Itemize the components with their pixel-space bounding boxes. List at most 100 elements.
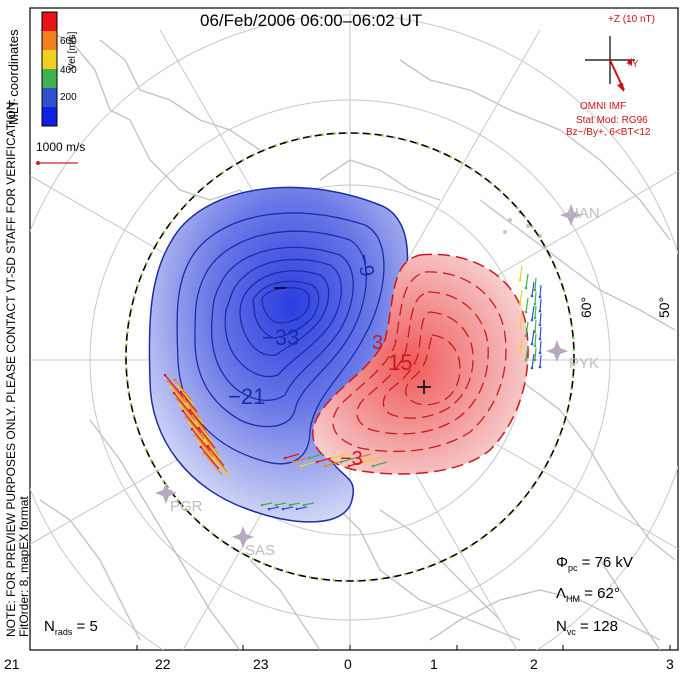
velocity-vector-origin — [331, 456, 335, 460]
velocity-vector — [198, 427, 216, 449]
velocity-vector — [300, 461, 316, 467]
velocity-vector-origin — [202, 451, 206, 455]
velocity-vector-origin — [283, 456, 287, 460]
stat-n-vc-sub: vc — [566, 627, 576, 637]
stat-lambda-hm: ΛHM = 62° — [556, 585, 620, 604]
velocity-vector — [340, 457, 356, 463]
velocity-vector — [289, 502, 301, 506]
velocity-vector-origin — [518, 302, 522, 306]
velocity-vector — [296, 506, 308, 510]
velocity-vector — [195, 421, 213, 443]
velocity-vector — [539, 312, 542, 326]
velocity-vectors — [163, 265, 542, 511]
velocity-vector — [213, 457, 231, 479]
velocity-vector — [525, 345, 529, 361]
velocity-vector — [525, 297, 529, 313]
velocity-vector — [372, 461, 388, 467]
velocity-vector — [284, 453, 300, 459]
velocity-vector-origin — [178, 403, 182, 407]
latitude-label-60: 60° — [578, 296, 594, 318]
velocity-vector-origin — [533, 344, 537, 348]
velocity-vector — [308, 453, 324, 459]
stat-n-vc-symbol: N — [556, 618, 567, 635]
velocity-vector — [191, 428, 211, 452]
velocity-vector-origin — [196, 439, 200, 443]
velocity-vector — [519, 337, 523, 353]
velocity-vector-origin — [291, 460, 295, 464]
stat-n-vc: Nvc = 128 — [556, 618, 618, 637]
velocity-vector — [324, 461, 340, 467]
potential-max-marker — [417, 380, 431, 394]
velocity-vector — [167, 380, 187, 404]
stat-n-vc-value: = 128 — [580, 618, 618, 635]
stat-lambda-hm-symbol: Λ — [556, 585, 567, 602]
stat-lambda-hm-value: = 62° — [584, 585, 620, 602]
radar-site-pyk: PYK — [569, 355, 600, 372]
contour-label-pos-15: 15 — [388, 350, 413, 375]
velocity-vector-origin — [538, 295, 542, 299]
velocity-vector — [525, 321, 529, 337]
velocity-vector-origin — [533, 358, 537, 362]
velocity-vector — [189, 409, 207, 431]
velocity-vector — [176, 398, 196, 422]
velocity-vector-origin — [191, 414, 195, 418]
velocity-vector — [197, 440, 217, 464]
velocity-vector-origin — [212, 456, 216, 460]
velocity-vector-origin — [206, 444, 210, 448]
velocity-vector-origin — [524, 334, 528, 338]
velocity-vector-origin — [179, 390, 183, 394]
plot-frame — [29, 7, 679, 651]
mlt-tick-3: 3 — [666, 656, 674, 672]
velocity-vector — [316, 457, 332, 463]
positive-potential-cell — [312, 253, 529, 475]
velocity-vector-origin — [339, 460, 343, 464]
velocity-vector-origin — [518, 326, 522, 330]
colorbar-tick-600: 600 — [60, 36, 77, 47]
velocity-vector — [164, 374, 184, 398]
velocity-vector-origin — [538, 337, 542, 341]
stat-n-rads: Nrads = 5 — [44, 618, 98, 637]
velocity-vector-origin — [371, 464, 375, 468]
velocity-vector — [275, 502, 287, 506]
velocity-vector-origin — [197, 426, 201, 430]
velocity-vector — [303, 502, 315, 506]
velocity-vector-origin — [163, 373, 167, 377]
velocity-vector — [268, 506, 280, 510]
stat-lambda-hm-sub: HM — [566, 594, 581, 604]
velocity-vector — [180, 391, 198, 413]
velocity-vector — [525, 273, 529, 289]
velocity-colorbar — [41, 11, 58, 127]
velocity-vector-origin — [209, 450, 213, 454]
velocity-vector-origin — [185, 402, 189, 406]
velocity-vector-origin — [184, 415, 188, 419]
velocity-vector-origin — [175, 397, 179, 401]
velocity-vector — [531, 281, 535, 297]
mlt-axis-ticks — [29, 645, 671, 650]
stat-n-rads-value: = 5 — [76, 618, 98, 635]
fit-order-note: FitOrder: 8, mapEX format — [17, 496, 31, 637]
velocity-vector — [534, 277, 537, 291]
imf-stat-mod: Stat Mod: RG96 — [576, 115, 648, 126]
velocity-vector — [348, 461, 364, 467]
velocity-vector-origin — [181, 409, 185, 413]
imf-condition: Bz−/By+, 6<BT<12 — [566, 127, 651, 138]
velocity-vector-origin — [166, 379, 170, 383]
velocity-vector — [364, 457, 380, 463]
velocity-vector-origin — [518, 278, 522, 282]
figure-title: 06/Feb/2006 06:00–06:02 UT — [200, 11, 423, 30]
velocity-vector — [539, 284, 542, 298]
velocity-vector — [282, 506, 294, 510]
velocity-vector — [204, 439, 222, 461]
velocity-vector-origin — [315, 460, 319, 464]
velocity-vector-origin — [538, 365, 542, 369]
mlt-tick-2: 2 — [530, 656, 538, 672]
velocity-vector — [519, 265, 523, 281]
velocity-vector-origin — [182, 396, 186, 400]
velocity-vector-origin — [288, 503, 292, 507]
velocity-vector — [519, 289, 523, 305]
velocity-vector-origin — [169, 385, 173, 389]
velocity-vector-origin — [176, 384, 180, 388]
velocity-vector-origin — [307, 456, 311, 460]
imf-y-label: +Y — [626, 59, 639, 70]
velocity-vector — [531, 305, 535, 321]
